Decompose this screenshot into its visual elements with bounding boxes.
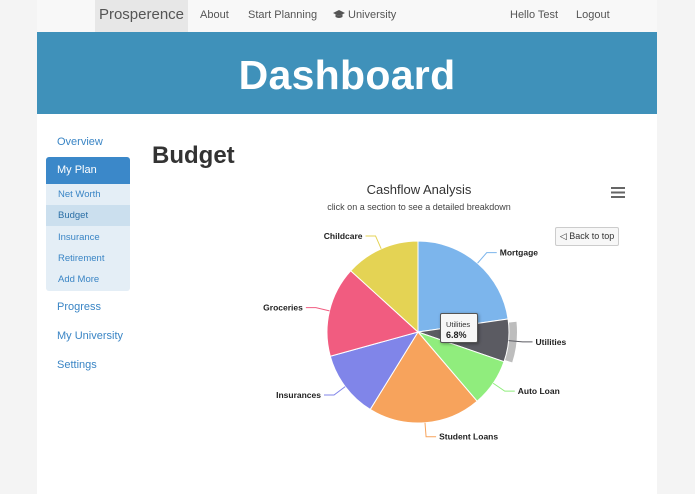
- sidebar-subitem-insurance[interactable]: Insurance: [58, 232, 100, 243]
- sidebar-item-settings[interactable]: Settings: [57, 359, 97, 371]
- pie-connector-childcare: [365, 235, 382, 249]
- nav-university[interactable]: University: [333, 0, 396, 32]
- pie-label-insurances[interactable]: Insurances: [276, 390, 321, 400]
- page: Prosperence About Start Planning Univers…: [37, 0, 657, 494]
- sidebar-subitem-budget[interactable]: Budget: [46, 205, 130, 226]
- pie-slice-groceries[interactable]: [326, 270, 420, 357]
- pie-connector-groceries: [305, 307, 330, 312]
- pie-slice-insurances[interactable]: [329, 331, 420, 411]
- sidebar-item-my-university[interactable]: My University: [57, 330, 124, 342]
- chart-subtitle: click on a section to see a detailed bre…: [327, 202, 511, 212]
- banner: Dashboard: [37, 32, 657, 114]
- nav-university-label: University: [348, 9, 397, 21]
- hamburger-menu-icon[interactable]: [611, 187, 625, 198]
- pie-connector-student-loans: [424, 422, 437, 438]
- pie-slice-mortgage[interactable]: [417, 240, 509, 333]
- sidebar-subnav: Net Worth Budget Insurance Retirement Ad…: [46, 184, 130, 291]
- chart-title: Cashflow Analysis: [366, 182, 472, 197]
- pie-label-childcare[interactable]: Childcare: [324, 231, 363, 241]
- tooltip-name: Utilities: [446, 320, 471, 329]
- pie-slice-halo: [504, 321, 517, 363]
- pie-connector-mortgage: [477, 252, 497, 264]
- navbar: Prosperence About Start Planning Univers…: [37, 0, 657, 32]
- nav-start-planning[interactable]: Start Planning: [248, 9, 318, 21]
- sidebar-item-progress[interactable]: Progress: [57, 301, 102, 313]
- pie-connector-auto-loan: [492, 382, 515, 392]
- tooltip-value: 6.8%: [446, 330, 467, 340]
- brand-link[interactable]: Prosperence: [95, 0, 188, 32]
- pie-chart: Mortgage Utilities Auto Loan Student Loans I…: [263, 231, 567, 442]
- banner-title: Dashboard: [238, 52, 456, 98]
- sidebar-subitem-retirement[interactable]: Retirement: [58, 253, 105, 264]
- pie-label-mortgage[interactable]: Mortgage: [500, 248, 539, 258]
- greeting-text: Hello Test: [510, 9, 559, 21]
- pie-label-groceries[interactable]: Groceries: [263, 303, 303, 313]
- chart-tooltip: Utilities 6.8%: [440, 313, 478, 343]
- pie-label-student-loans[interactable]: Student Loans: [439, 432, 498, 442]
- nav-about[interactable]: About: [200, 9, 229, 21]
- pie-slice-student-loans[interactable]: [369, 331, 478, 424]
- pie-label-auto-loan[interactable]: Auto Loan: [518, 386, 560, 396]
- sidebar-item-my-plan[interactable]: My Plan: [46, 157, 130, 184]
- logout-link[interactable]: Logout: [576, 9, 610, 21]
- back-to-top-button[interactable]: ◁ Back to top: [555, 227, 619, 246]
- pie-connector-insurances: [324, 386, 346, 396]
- sidebar-subitem-net-worth[interactable]: Net Worth: [58, 189, 101, 200]
- pie-connector-utilities: [508, 340, 533, 343]
- graduation-cap-icon: [333, 10, 345, 18]
- pie-label-utilities[interactable]: Utilities: [536, 337, 567, 347]
- sidebar-item-overview[interactable]: Overview: [57, 136, 103, 148]
- sidebar-subitem-add-more[interactable]: Add More: [58, 274, 100, 285]
- page-title: Budget: [152, 142, 235, 169]
